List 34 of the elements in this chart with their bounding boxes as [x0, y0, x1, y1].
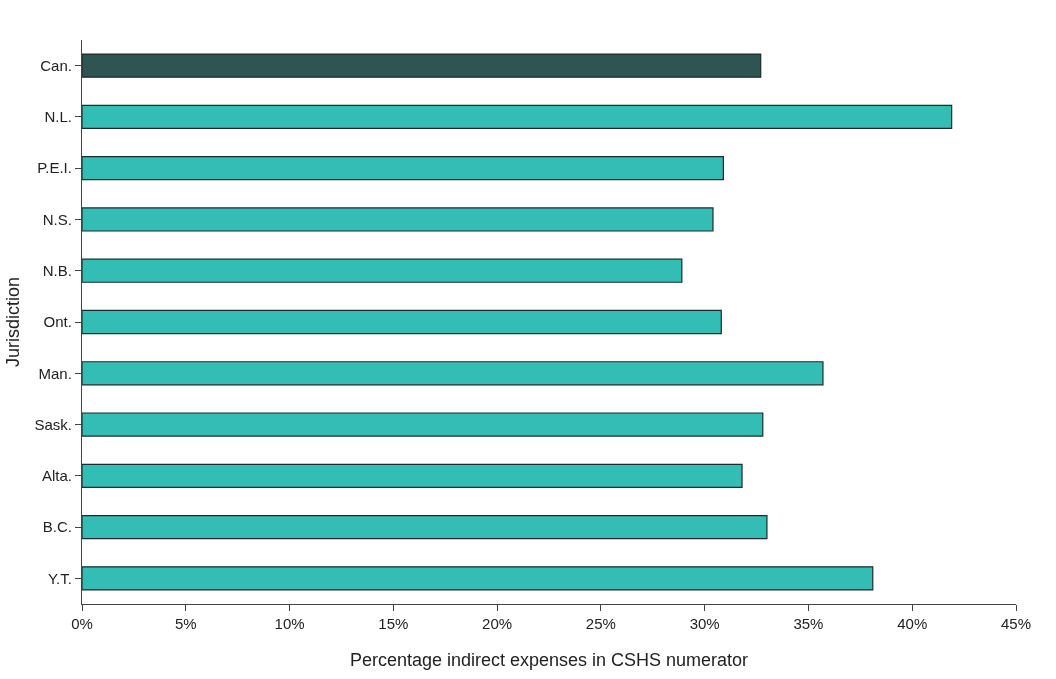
bar [82, 514, 768, 540]
y-tick-label: N.S. [42, 210, 72, 228]
y-tick-label: Man. [38, 364, 72, 382]
y-tick-label: B.C. [42, 518, 72, 536]
x-tick-label: 20% [482, 615, 513, 633]
bar [82, 412, 764, 437]
bar [82, 566, 874, 591]
y-tick-label: P.E.I. [37, 159, 72, 177]
y-tick-label: Y.T. [47, 569, 72, 587]
bar [82, 258, 683, 283]
y-tick-label: Alta. [41, 467, 72, 485]
y-tick-label: Sask. [34, 415, 72, 433]
x-tick-label: 0% [71, 615, 93, 633]
bar [82, 104, 953, 130]
y-axis-title: Jurisdiction [2, 276, 23, 368]
y-tick-label: N.L. [44, 108, 72, 126]
x-tick-label: 35% [793, 615, 824, 633]
x-axis-title: Percentage indirect expenses in CSHS numerator [349, 650, 749, 671]
x-tick-label: 25% [585, 615, 616, 633]
y-tick-label: Ont. [43, 313, 72, 331]
bar [82, 207, 714, 232]
y-tick-label: Can. [40, 56, 72, 74]
x-tick-label: 10% [274, 615, 305, 633]
y-tick-label: N.B. [42, 261, 72, 279]
bar [82, 463, 743, 488]
bar [82, 53, 762, 78]
x-tick-label: 5% [174, 615, 197, 633]
bar [82, 309, 722, 335]
bar [82, 156, 724, 181]
x-tick-label: 15% [378, 615, 409, 633]
x-tick-label: 40% [897, 615, 928, 633]
bar [82, 361, 824, 386]
x-tick-label: 30% [689, 615, 720, 633]
x-tick-label: 45% [1000, 615, 1032, 633]
